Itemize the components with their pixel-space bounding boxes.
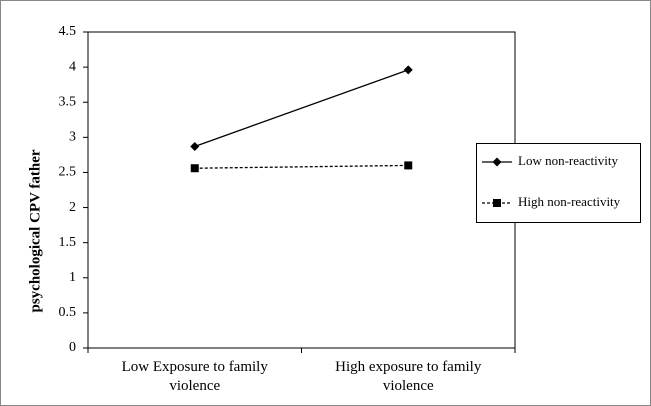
y-tick-label: 0 bbox=[69, 340, 76, 355]
legend-label: High non-reactivity bbox=[518, 194, 621, 209]
series-line bbox=[194, 164, 409, 169]
y-tick-label: 1 bbox=[69, 270, 76, 285]
y-tick-label: 4 bbox=[69, 59, 76, 74]
y-tick-label: 0.5 bbox=[59, 305, 77, 320]
y-tick-label: 2 bbox=[69, 200, 76, 215]
series-line bbox=[194, 69, 409, 148]
y-tick-label: 4.5 bbox=[59, 24, 77, 39]
legend-label: Low non-reactivity bbox=[518, 153, 618, 168]
legend-marker bbox=[492, 157, 502, 167]
y-tick-label: 1.5 bbox=[59, 235, 77, 250]
y-tick-label: 3.5 bbox=[59, 94, 77, 109]
x-tick-label: Low Exposure to family violence bbox=[121, 359, 268, 394]
marker bbox=[190, 141, 200, 151]
marker bbox=[403, 65, 413, 75]
x-tick-label: High exposure to family violence bbox=[335, 359, 482, 394]
legend bbox=[476, 143, 641, 223]
y-axis-label: psychological CPV father bbox=[27, 149, 43, 312]
marker bbox=[404, 161, 413, 170]
y-tick-label: 3 bbox=[69, 130, 76, 145]
legend-marker bbox=[493, 199, 501, 207]
y-tick-label: 2.5 bbox=[59, 165, 77, 180]
plot-area bbox=[87, 31, 516, 349]
marker bbox=[190, 164, 199, 173]
